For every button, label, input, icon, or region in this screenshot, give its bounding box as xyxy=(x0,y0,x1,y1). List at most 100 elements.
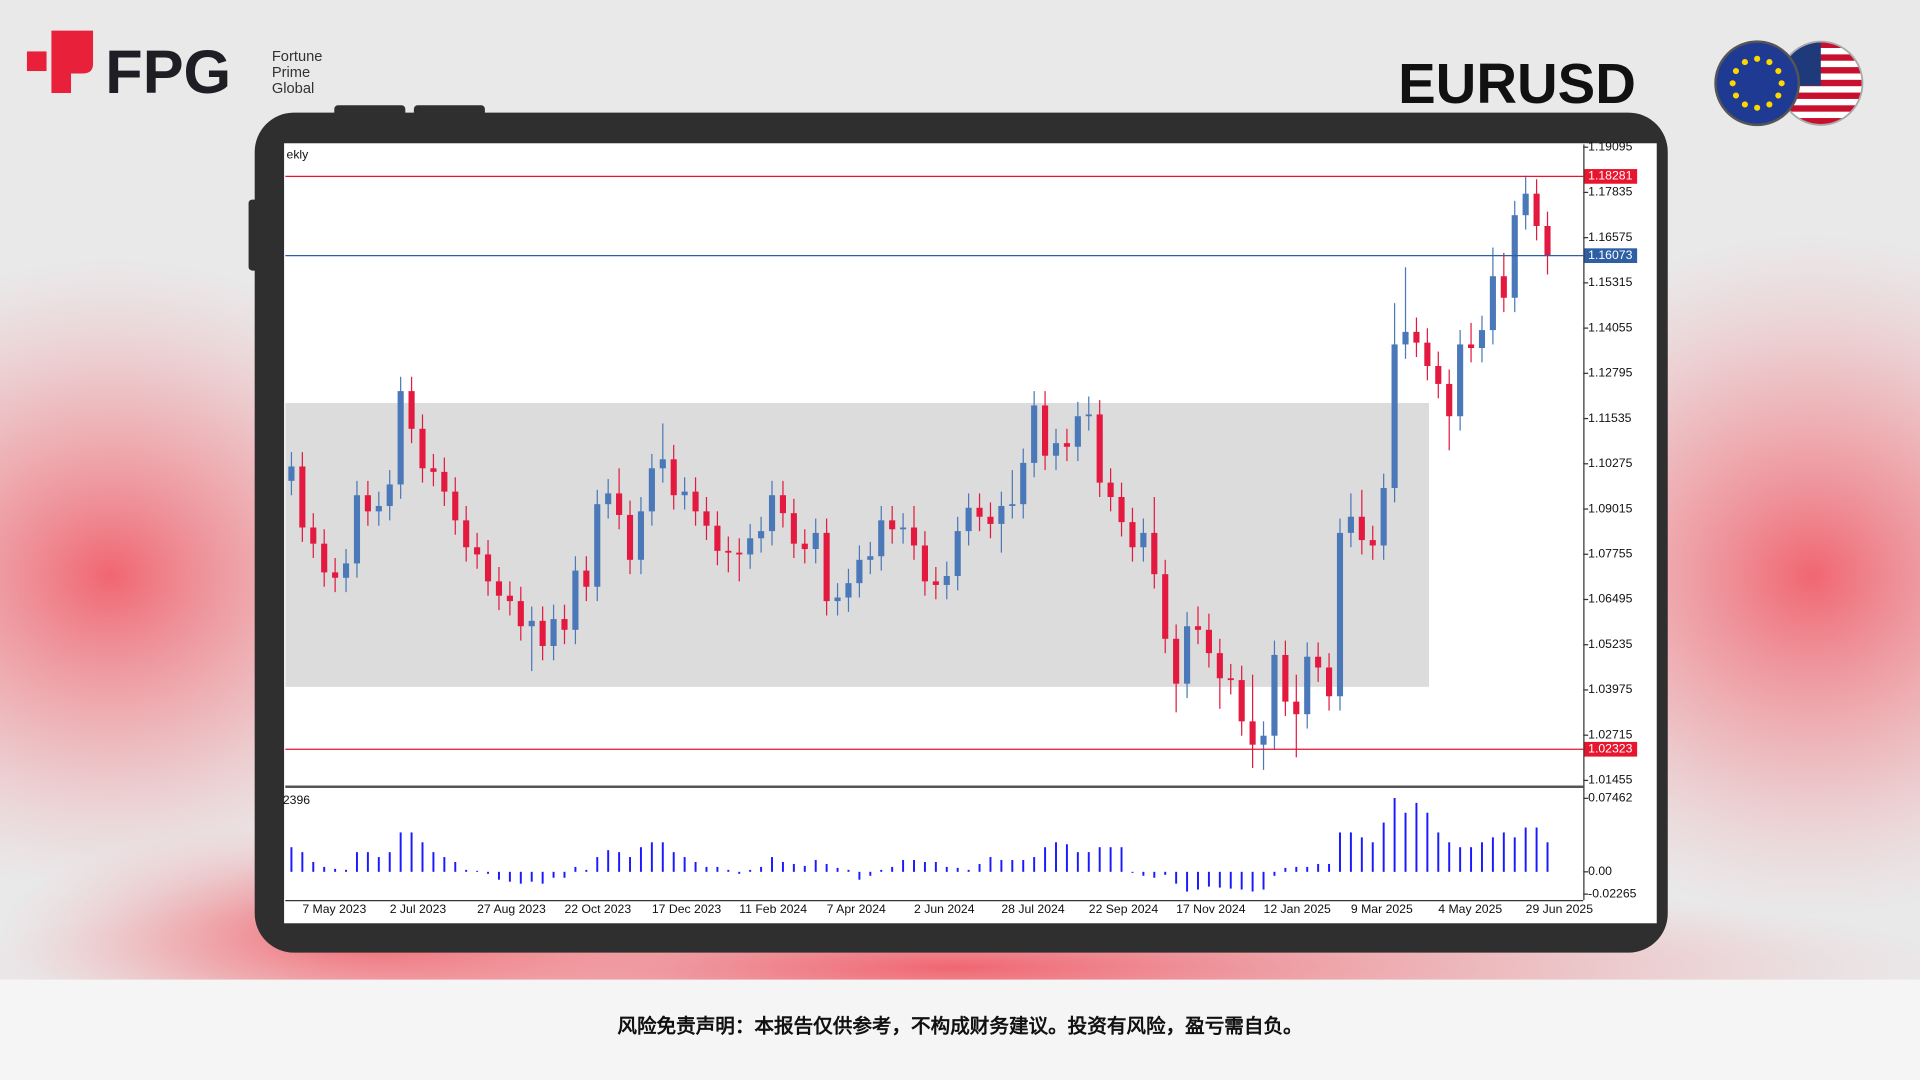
candle-body xyxy=(1031,405,1038,463)
candle-body xyxy=(1435,365,1442,384)
candle-body xyxy=(1544,225,1551,256)
candle-body xyxy=(954,531,961,576)
candle-body xyxy=(823,532,830,602)
x-tick-label: 2 Jun 2024 xyxy=(914,902,975,916)
candle-body xyxy=(1358,516,1365,541)
candle-body xyxy=(900,527,907,530)
candle-body xyxy=(932,581,939,585)
candle-body xyxy=(648,468,655,512)
candle-body xyxy=(430,468,437,472)
candle-body xyxy=(321,543,328,573)
candle-body xyxy=(714,525,721,551)
logo-text: FPG xyxy=(105,38,231,106)
y-tick-label: 1.06495 xyxy=(1588,592,1632,606)
candle-body xyxy=(1140,532,1147,548)
candle-body xyxy=(1489,276,1496,331)
candle-body xyxy=(594,504,601,587)
candle-body xyxy=(834,597,841,602)
candle-body xyxy=(1020,462,1027,505)
y-tick-label: 1.14055 xyxy=(1588,320,1632,334)
candle-body xyxy=(441,471,448,492)
y-tick-label: 1.03975 xyxy=(1588,682,1632,696)
candle-body xyxy=(484,554,492,582)
candle-body xyxy=(812,532,819,550)
logo-mark xyxy=(26,51,47,72)
candle-body xyxy=(1282,654,1289,702)
candle-body xyxy=(725,550,732,553)
candle-body xyxy=(976,507,983,517)
y-tick-label: 1.10275 xyxy=(1588,456,1632,470)
candle-body xyxy=(637,511,645,560)
y-tick-label: 1.05235 xyxy=(1588,637,1632,651)
candle-body xyxy=(1260,735,1267,745)
price-pane xyxy=(285,175,1551,770)
candle-body xyxy=(474,547,481,555)
candle-body xyxy=(856,559,863,584)
tagline: Global xyxy=(272,81,314,97)
candle-body xyxy=(517,601,524,627)
candle-body xyxy=(332,572,339,578)
price-tag-label: 1.18281 xyxy=(1588,169,1632,183)
candle-body xyxy=(506,595,513,602)
y-tick-label: 1.01455 xyxy=(1588,773,1632,787)
candle-body xyxy=(605,493,612,505)
candle-body xyxy=(1129,522,1136,548)
candle-body xyxy=(1457,344,1464,417)
tagline: Prime xyxy=(272,65,310,81)
x-tick-label: 29 Jun 2025 xyxy=(1526,902,1594,916)
candle-body xyxy=(1227,678,1234,681)
candle-body xyxy=(310,527,317,544)
candle-body xyxy=(943,575,950,585)
candle-body xyxy=(288,466,295,481)
x-tick-label: 9 Mar 2025 xyxy=(1351,902,1413,916)
candle-body xyxy=(1293,701,1300,715)
candle-body xyxy=(758,531,765,539)
x-tick-label: 17 Nov 2024 xyxy=(1176,902,1246,916)
candle-body xyxy=(616,493,623,515)
x-tick-label: 17 Dec 2023 xyxy=(652,902,722,916)
candle-body xyxy=(1107,482,1114,498)
y-tick-label: 1.02715 xyxy=(1588,727,1632,741)
candle-body xyxy=(692,491,699,512)
candle-body xyxy=(397,391,404,485)
candle-body xyxy=(1205,629,1212,654)
y-tick-label: 1.07755 xyxy=(1588,546,1632,560)
candle-body xyxy=(299,466,306,528)
candle-body xyxy=(987,516,994,524)
tagline: Fortune xyxy=(272,49,323,65)
candle-body xyxy=(1478,330,1486,349)
candle-body xyxy=(747,538,754,555)
x-tick-label: 2 Jul 2023 xyxy=(390,902,447,916)
candle-body xyxy=(452,491,459,521)
candle-body xyxy=(375,505,382,512)
candle-body xyxy=(495,581,503,596)
candle-body xyxy=(779,495,786,514)
candle-body xyxy=(1184,626,1191,684)
candle-body xyxy=(353,495,361,564)
eu-stars xyxy=(1729,55,1785,111)
x-tick-label: 4 May 2025 xyxy=(1438,902,1502,916)
candle-body xyxy=(801,543,808,550)
candle-body xyxy=(463,520,470,548)
candle-body xyxy=(703,511,710,526)
price-tag-label: 1.02323 xyxy=(1588,741,1632,755)
candle-body xyxy=(1467,344,1475,349)
candle-body xyxy=(736,552,743,555)
candle-body xyxy=(1216,653,1223,679)
y-tick-label: 1.17835 xyxy=(1588,185,1632,199)
candle-body xyxy=(1194,626,1202,630)
candle-body xyxy=(845,583,852,598)
candle-body xyxy=(921,545,928,582)
candle-body xyxy=(1336,532,1344,697)
candle-body xyxy=(670,459,677,496)
footer-band xyxy=(0,979,1920,1080)
range-zone xyxy=(285,402,1429,687)
x-tick-label: 22 Sep 2024 xyxy=(1089,902,1159,916)
candle-body xyxy=(572,570,579,630)
x-tick-label: 11 Feb 2024 xyxy=(739,902,807,916)
candle-body xyxy=(386,484,393,506)
candle-body xyxy=(1085,414,1092,417)
candle-body xyxy=(910,527,918,546)
